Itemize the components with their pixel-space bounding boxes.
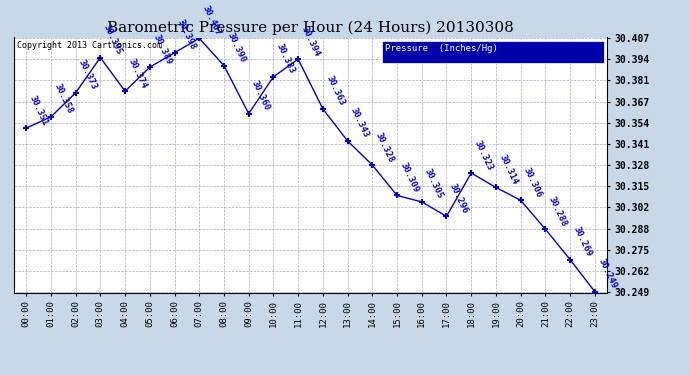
- Text: 30.323: 30.323: [473, 139, 495, 172]
- Text: 30.305: 30.305: [423, 168, 445, 201]
- Text: 30.328: 30.328: [374, 130, 395, 164]
- Text: 30.249: 30.249: [596, 257, 618, 290]
- Text: 30.288: 30.288: [546, 195, 569, 228]
- Text: 30.383: 30.383: [275, 42, 297, 75]
- Text: 30.398: 30.398: [176, 18, 198, 51]
- Text: 30.407: 30.407: [201, 4, 222, 37]
- Text: 30.296: 30.296: [448, 182, 470, 215]
- Text: 30.360: 30.360: [250, 79, 272, 112]
- Text: 30.394: 30.394: [299, 25, 322, 58]
- Text: 30.314: 30.314: [497, 153, 519, 186]
- Text: 30.306: 30.306: [522, 166, 544, 199]
- FancyBboxPatch shape: [382, 41, 604, 63]
- Text: 30.351: 30.351: [28, 94, 50, 127]
- Text: 30.395: 30.395: [101, 23, 124, 56]
- Text: 30.390: 30.390: [226, 31, 247, 64]
- Title: Barometric Pressure per Hour (24 Hours) 20130308: Barometric Pressure per Hour (24 Hours) …: [107, 21, 514, 35]
- Text: 30.374: 30.374: [126, 57, 148, 90]
- Text: 30.373: 30.373: [77, 58, 99, 92]
- Text: 30.269: 30.269: [571, 225, 593, 258]
- Text: 30.343: 30.343: [349, 106, 371, 140]
- Text: 30.309: 30.309: [398, 161, 420, 194]
- Text: 30.358: 30.358: [52, 82, 74, 116]
- Text: 30.389: 30.389: [151, 33, 173, 66]
- Text: Copyright 2013 Cartronics.com: Copyright 2013 Cartronics.com: [17, 41, 161, 50]
- Text: Pressure  (Inches/Hg): Pressure (Inches/Hg): [385, 44, 497, 53]
- Text: 30.363: 30.363: [324, 75, 346, 108]
